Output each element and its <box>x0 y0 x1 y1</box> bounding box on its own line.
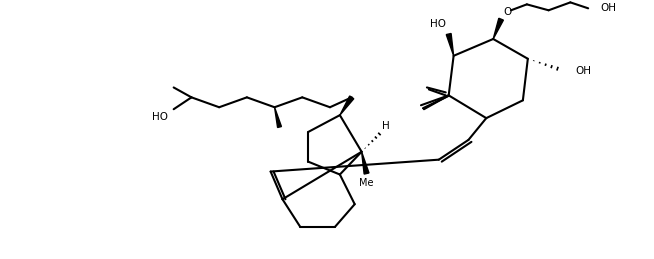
Text: HO: HO <box>430 19 446 29</box>
Polygon shape <box>446 33 454 56</box>
Text: OH: OH <box>600 3 616 13</box>
Polygon shape <box>340 96 354 115</box>
Polygon shape <box>362 152 369 174</box>
Text: Me: Me <box>359 178 374 188</box>
Text: OH: OH <box>576 66 591 76</box>
Text: O: O <box>503 7 511 17</box>
Text: HO: HO <box>152 112 168 122</box>
Polygon shape <box>493 18 504 39</box>
Polygon shape <box>275 107 281 127</box>
Text: H: H <box>383 121 390 131</box>
